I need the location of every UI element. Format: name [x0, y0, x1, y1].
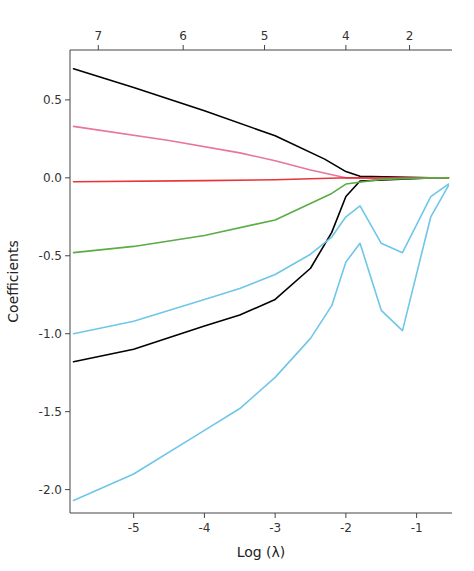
y-tick-label: 0.5: [43, 93, 62, 107]
x2-tick: [345, 45, 346, 50]
x-tick: [133, 513, 134, 518]
series-line: [74, 178, 449, 253]
series-line: [74, 126, 449, 177]
series-line: [74, 184, 449, 334]
x2-tick-label: 4: [342, 29, 350, 43]
x2-tick: [183, 45, 184, 50]
y-tick-label: -0.5: [39, 249, 62, 263]
x-tick: [204, 513, 205, 518]
y-tick: [65, 333, 70, 334]
x-tick: [275, 513, 276, 518]
x-tick: [345, 513, 346, 518]
y-tick-label: -1.5: [39, 405, 62, 419]
y-tick: [65, 255, 70, 256]
series-line: [74, 69, 449, 178]
x-axis-line: [70, 513, 452, 514]
x-tick-label: -2: [340, 521, 352, 535]
lines: [74, 69, 449, 501]
x2-tick: [98, 45, 99, 50]
y-tick-label: -2.0: [39, 483, 62, 497]
x-tick-label: -4: [198, 521, 210, 535]
y-axis-line: [70, 50, 71, 513]
x2-axis-line: [70, 50, 452, 51]
x-axis-label: Log (λ): [237, 544, 286, 560]
y-axis-label: Coefficients: [5, 240, 21, 322]
y-tick-label: 0.0: [43, 171, 62, 185]
y-tick: [65, 99, 70, 100]
series-line: [74, 186, 449, 501]
chart: -5 -4 -3 -2 -1 7 6 5 4 2 -2.0 -1.5 -1.0 -0.5 0.0 0.5 Log…: [0, 0, 474, 571]
background: [0, 0, 474, 571]
x2-tick-label: 5: [261, 29, 269, 43]
x-tick-label: -3: [269, 521, 281, 535]
series-line: [74, 178, 449, 362]
y-tick: [65, 489, 70, 490]
x2-tick: [409, 45, 410, 50]
x-tick: [416, 513, 417, 518]
x2-tick-label: 2: [406, 29, 414, 43]
x2-tick-label: 7: [94, 29, 102, 43]
y-tick: [65, 177, 70, 178]
y-tick-label: -1.0: [39, 327, 62, 341]
x2-tick-label: 6: [179, 29, 187, 43]
x-tick-label: -1: [411, 521, 423, 535]
y-tick: [65, 411, 70, 412]
x2-tick: [264, 45, 265, 50]
axes: -5 -4 -3 -2 -1 7 6 5 4 2 -2.0 -1.5 -1.0 -0.5 0.0 0.5: [39, 29, 452, 535]
x-tick-label: -5: [128, 521, 140, 535]
